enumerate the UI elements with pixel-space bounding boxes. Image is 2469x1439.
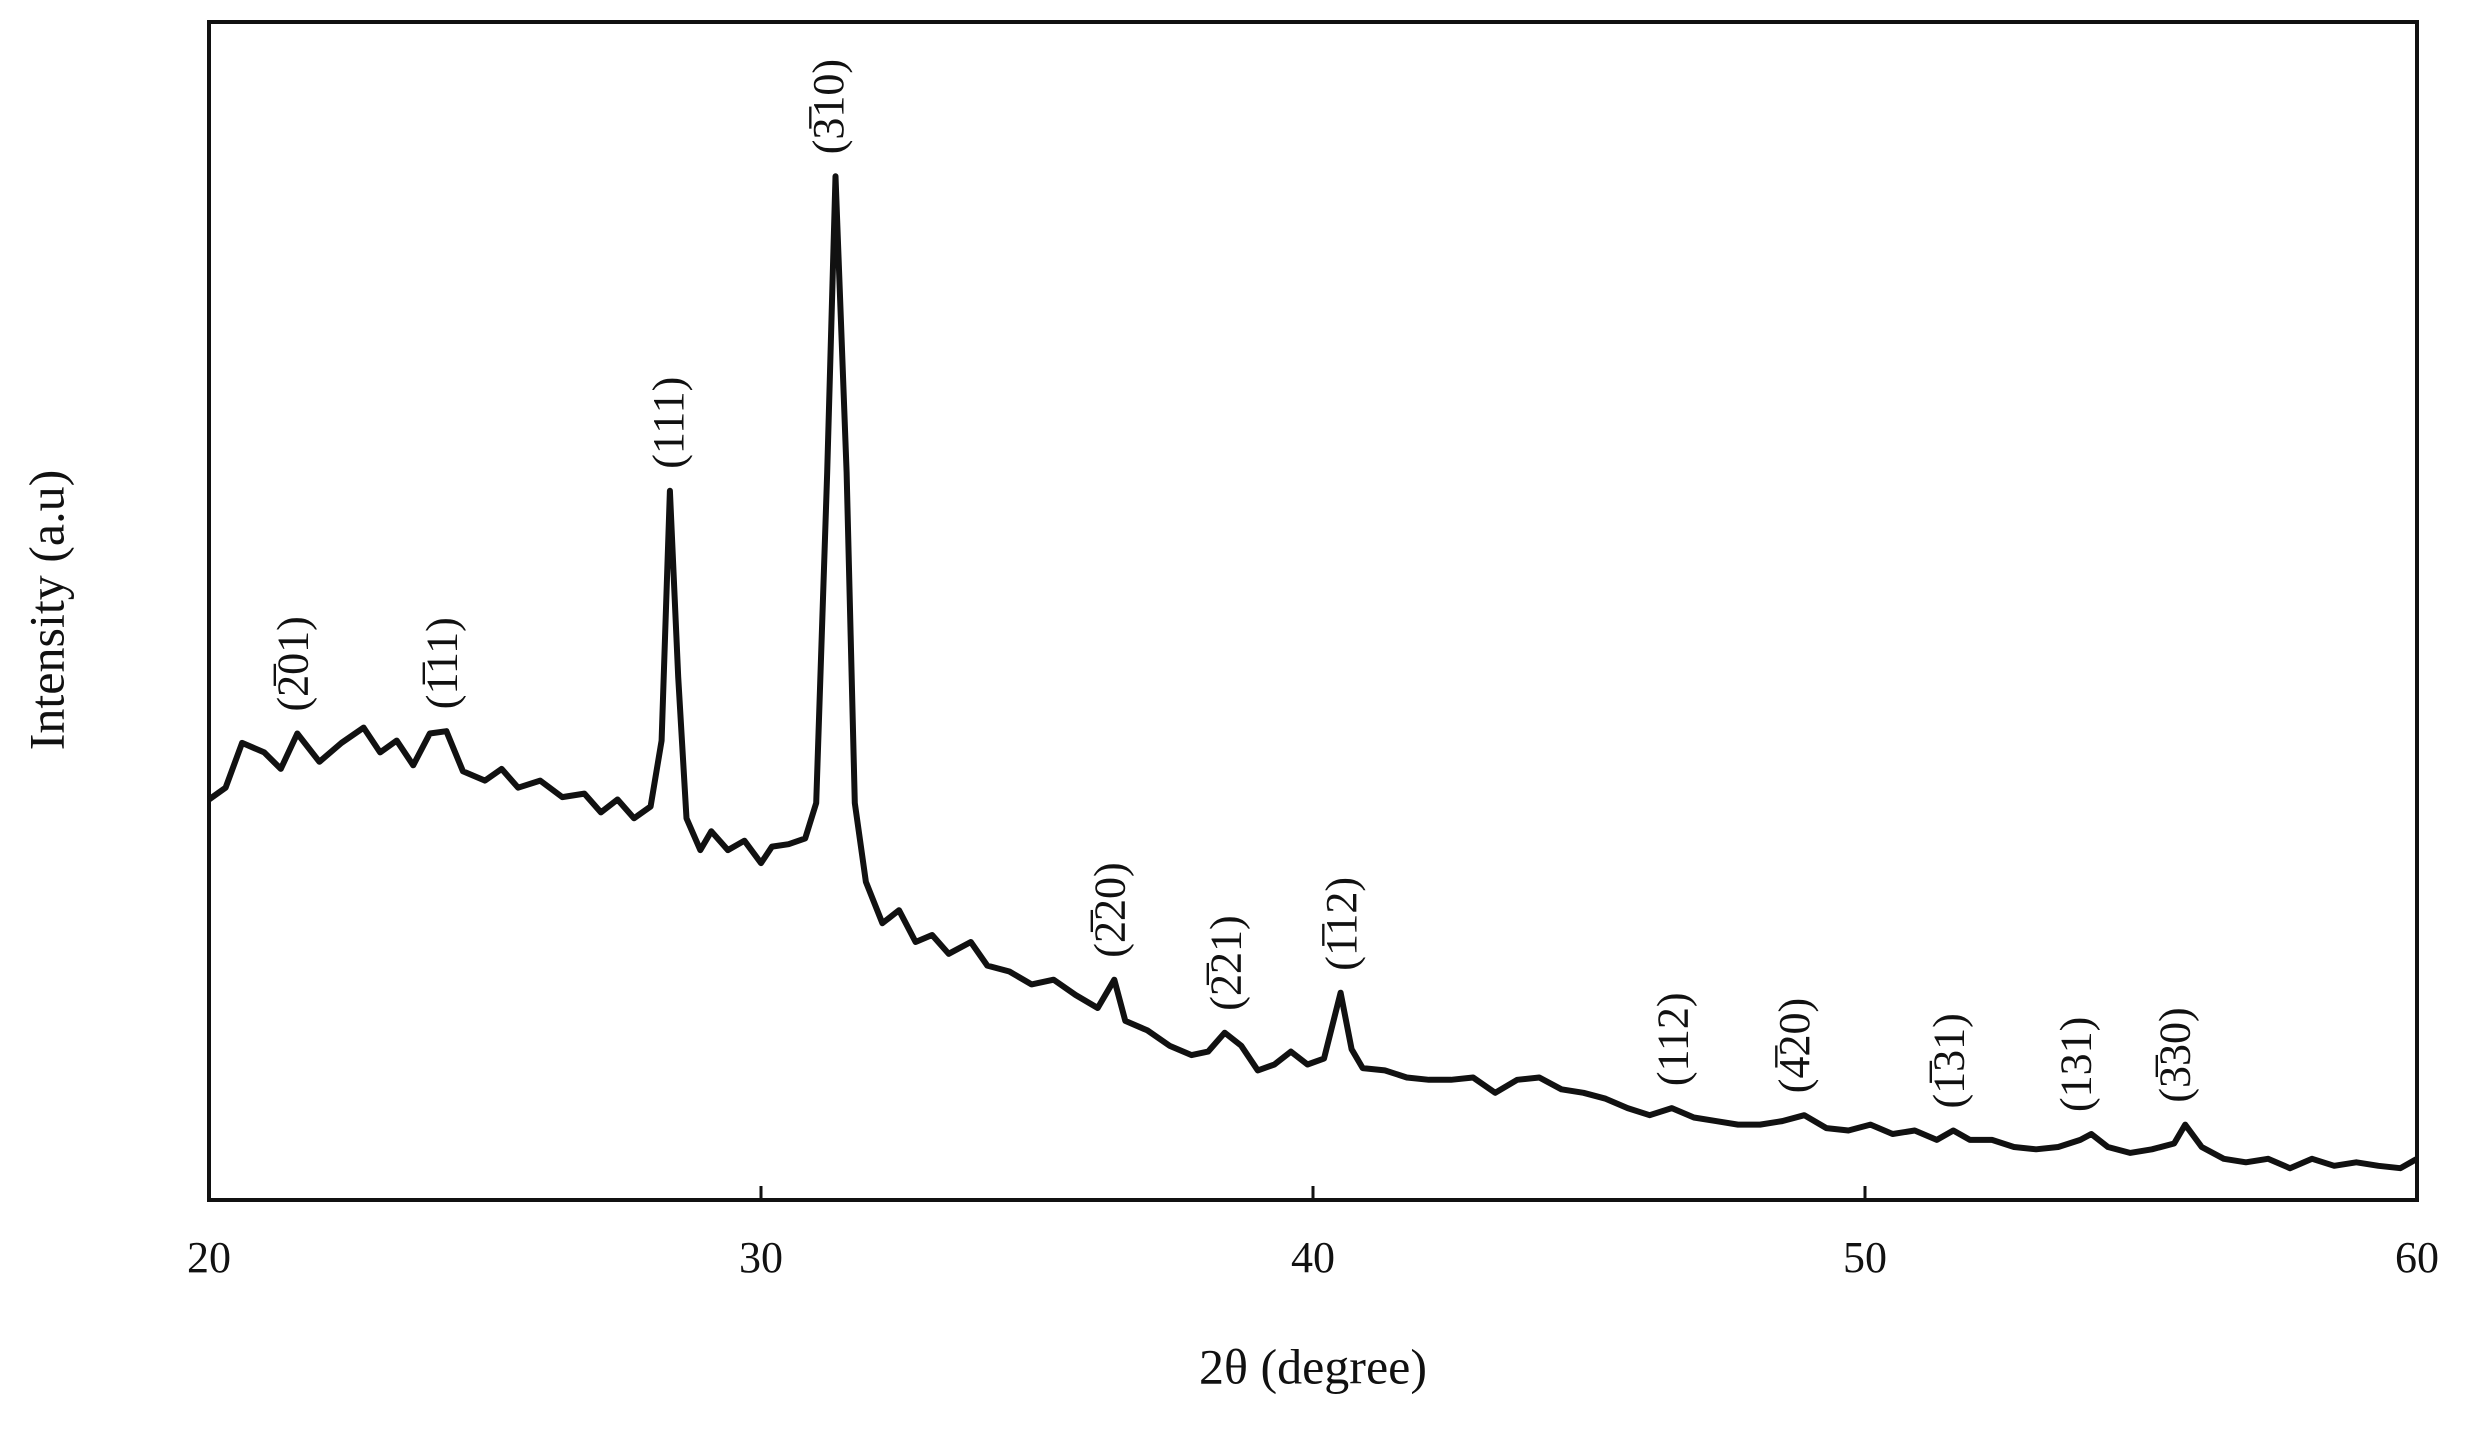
y-axis-title: Intensity (a.u) <box>18 470 74 750</box>
peak-label: (1̅11) <box>417 617 466 709</box>
peak-label: (2̅01) <box>268 616 317 711</box>
peak-label: (112) <box>1648 992 1697 1086</box>
peak-label: (111) <box>644 377 693 469</box>
peak-label: (2̅21) <box>1201 915 1250 1010</box>
x-tick-label: 40 <box>1291 1233 1335 1282</box>
peak-label: (1̅12) <box>1317 877 1366 971</box>
x-tick-label: 30 <box>739 1233 783 1282</box>
xrd-pattern <box>207 173 2419 1172</box>
peak-label: (3̅10) <box>804 59 853 154</box>
peak-label: (4̅20) <box>1770 998 1819 1093</box>
peak-label: (3̅30) <box>2151 1007 2200 1102</box>
x-tick-label: 60 <box>2395 1233 2439 1282</box>
peak-label: (1̅31) <box>1924 1013 1973 1108</box>
x-axis-title: 2θ (degree) <box>1199 1338 1427 1394</box>
peak-label: (2̅20) <box>1085 862 1134 957</box>
x-tick-label: 20 <box>187 1233 231 1282</box>
x-tick-label: 50 <box>1843 1233 1887 1282</box>
peak-label: (131) <box>2051 1017 2100 1112</box>
